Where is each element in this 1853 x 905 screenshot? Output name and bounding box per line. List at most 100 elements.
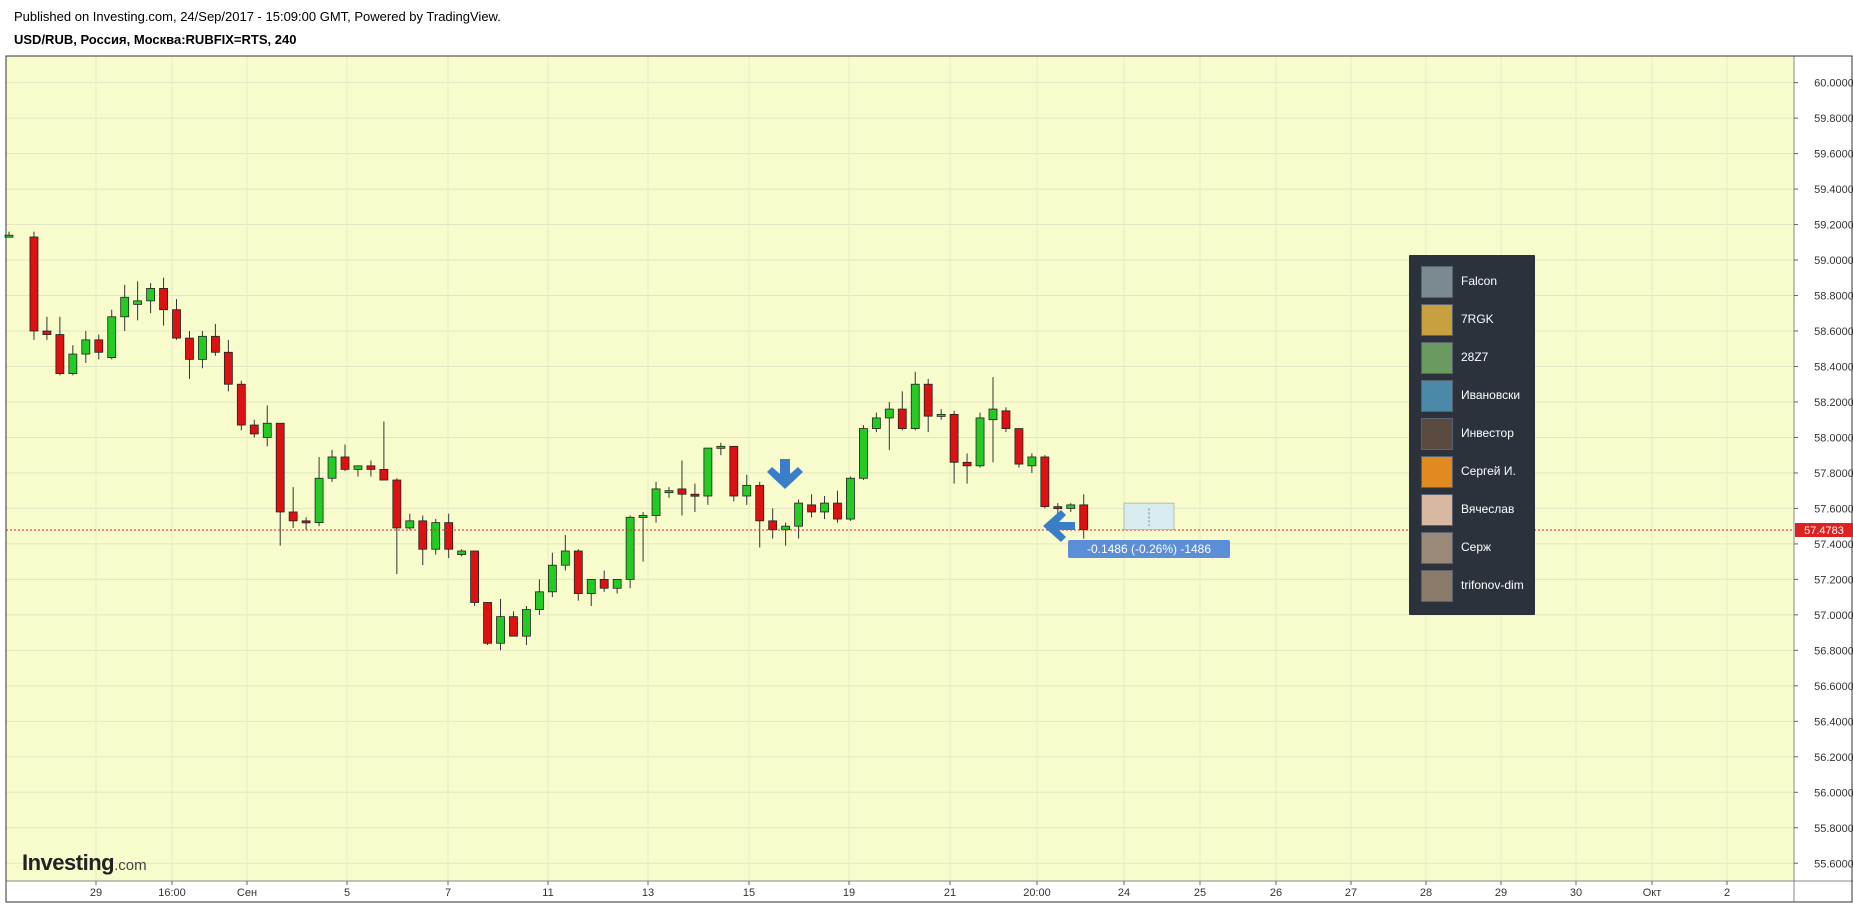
candle-body [483, 602, 492, 644]
x-tick-label: 2 [1724, 887, 1730, 899]
candle-body [301, 520, 311, 524]
avatar [1421, 266, 1453, 298]
candles [4, 231, 1089, 651]
y-tick-label: 56.6000 [1814, 681, 1853, 693]
candle-body [599, 578, 609, 589]
x-tick-label: 24 [1118, 887, 1130, 899]
candle-body [547, 564, 557, 593]
chart-frame [5, 55, 1853, 903]
candle-body [768, 520, 778, 531]
candle-body [638, 515, 648, 518]
x-tick-label: 19 [843, 887, 855, 899]
candle-body [846, 477, 855, 520]
candle-body [755, 484, 765, 522]
candle-body [1053, 506, 1063, 510]
last-price-badge [1795, 523, 1853, 538]
y-tick-label: 59.0000 [1814, 255, 1853, 267]
x-tick-label: 27 [1345, 887, 1357, 899]
legend-item-label: 28Z7 [1461, 350, 1489, 364]
y-tick-label: 59.4000 [1814, 184, 1853, 196]
y-tick-label: 57.6000 [1814, 503, 1853, 515]
candle-body [392, 479, 402, 529]
ideas-legend-panel[interactable]: Falcon 7RGK 28Z7 Ивановски Инвестор Сергей И.… [1409, 255, 1535, 615]
avatar [1421, 418, 1453, 450]
x-tick-label: 15 [743, 887, 755, 899]
legend-item[interactable]: trifonov-dim [1421, 568, 1531, 602]
candle-body [4, 234, 14, 238]
legend-item[interactable]: Ивановски [1421, 378, 1531, 412]
last-price-label: 57.4783 [1804, 525, 1844, 537]
x-tick-label: 26 [1270, 887, 1282, 899]
y-tick-label: 57.2000 [1814, 574, 1853, 586]
price-axis: 60.0000 59.8000 59.6000 59.4000 59.2000 59.00… [1794, 78, 1853, 870]
candle-body [1027, 456, 1037, 467]
legend-item[interactable]: 7RGK [1421, 302, 1531, 336]
candle-body [405, 520, 415, 529]
y-tick-label: 56.4000 [1814, 716, 1853, 728]
candle-body [262, 422, 272, 438]
candle-body [612, 578, 622, 589]
legend-item-label: Серж [1461, 540, 1492, 554]
y-tick-label: 57.4000 [1814, 539, 1853, 551]
candle-body [275, 422, 285, 513]
candle-body [418, 520, 428, 550]
candle-body [210, 335, 220, 353]
candle-body [871, 417, 881, 429]
candle-body [81, 339, 91, 355]
y-tick-label: 58.0000 [1814, 432, 1853, 444]
published-caption: Published on Investing.com, 24/Sep/2017 … [14, 9, 501, 24]
y-tick-label: 58.4000 [1814, 361, 1853, 373]
y-tick-label: 59.8000 [1814, 113, 1853, 125]
candle-body [1079, 504, 1089, 531]
candle-body [1001, 410, 1011, 429]
legend-item[interactable]: 28Z7 [1421, 340, 1531, 374]
candle-body [107, 316, 117, 359]
candle-body [159, 288, 168, 311]
candle-body [133, 300, 143, 305]
grid [6, 56, 1794, 881]
candle-body [703, 447, 713, 497]
legend-item-label: Сергей И. [1461, 464, 1516, 478]
candle-body [949, 413, 959, 463]
candle-body [586, 578, 596, 594]
candle-body [651, 488, 661, 516]
candle-body [198, 335, 207, 360]
legend-item[interactable]: Сергей И. [1421, 454, 1531, 488]
x-tick-label: 29 [90, 887, 102, 899]
x-tick-label: Окт [1643, 887, 1662, 899]
candle-body [807, 504, 816, 513]
candle-body [496, 616, 505, 644]
avatar [1421, 532, 1453, 564]
legend-item[interactable]: Инвестор [1421, 416, 1531, 450]
candle-body [457, 550, 467, 555]
legend-item[interactable]: Серж [1421, 530, 1531, 564]
x-tick-label: 7 [445, 887, 451, 899]
candle-body [444, 522, 454, 550]
candle-body [936, 413, 946, 417]
y-tick-label: 59.2000 [1814, 220, 1853, 232]
candle-body [185, 337, 194, 360]
legend-item-label: Falcon [1461, 274, 1498, 288]
candle-body [94, 339, 104, 353]
y-tick-label: 57.0000 [1814, 610, 1853, 622]
candle-body [897, 408, 907, 429]
candle-body [962, 461, 972, 467]
legend-item[interactable]: Вячеслав [1421, 492, 1531, 526]
candle-body [1040, 456, 1050, 508]
candle-body [1066, 504, 1076, 509]
legend-item[interactable]: Falcon [1421, 264, 1531, 298]
y-tick-label: 56.0000 [1814, 787, 1853, 799]
candle-body [677, 488, 687, 495]
candle-body [509, 616, 518, 637]
candle-body [625, 516, 635, 580]
candle-body [29, 236, 39, 332]
candle-body [573, 550, 583, 594]
candle-body [223, 351, 233, 385]
candle-body [535, 591, 544, 610]
down-arrow-icon [767, 459, 803, 489]
candle-body [353, 465, 363, 470]
candle-body [146, 288, 156, 302]
candle-body [716, 445, 726, 449]
candle-body [236, 383, 246, 426]
